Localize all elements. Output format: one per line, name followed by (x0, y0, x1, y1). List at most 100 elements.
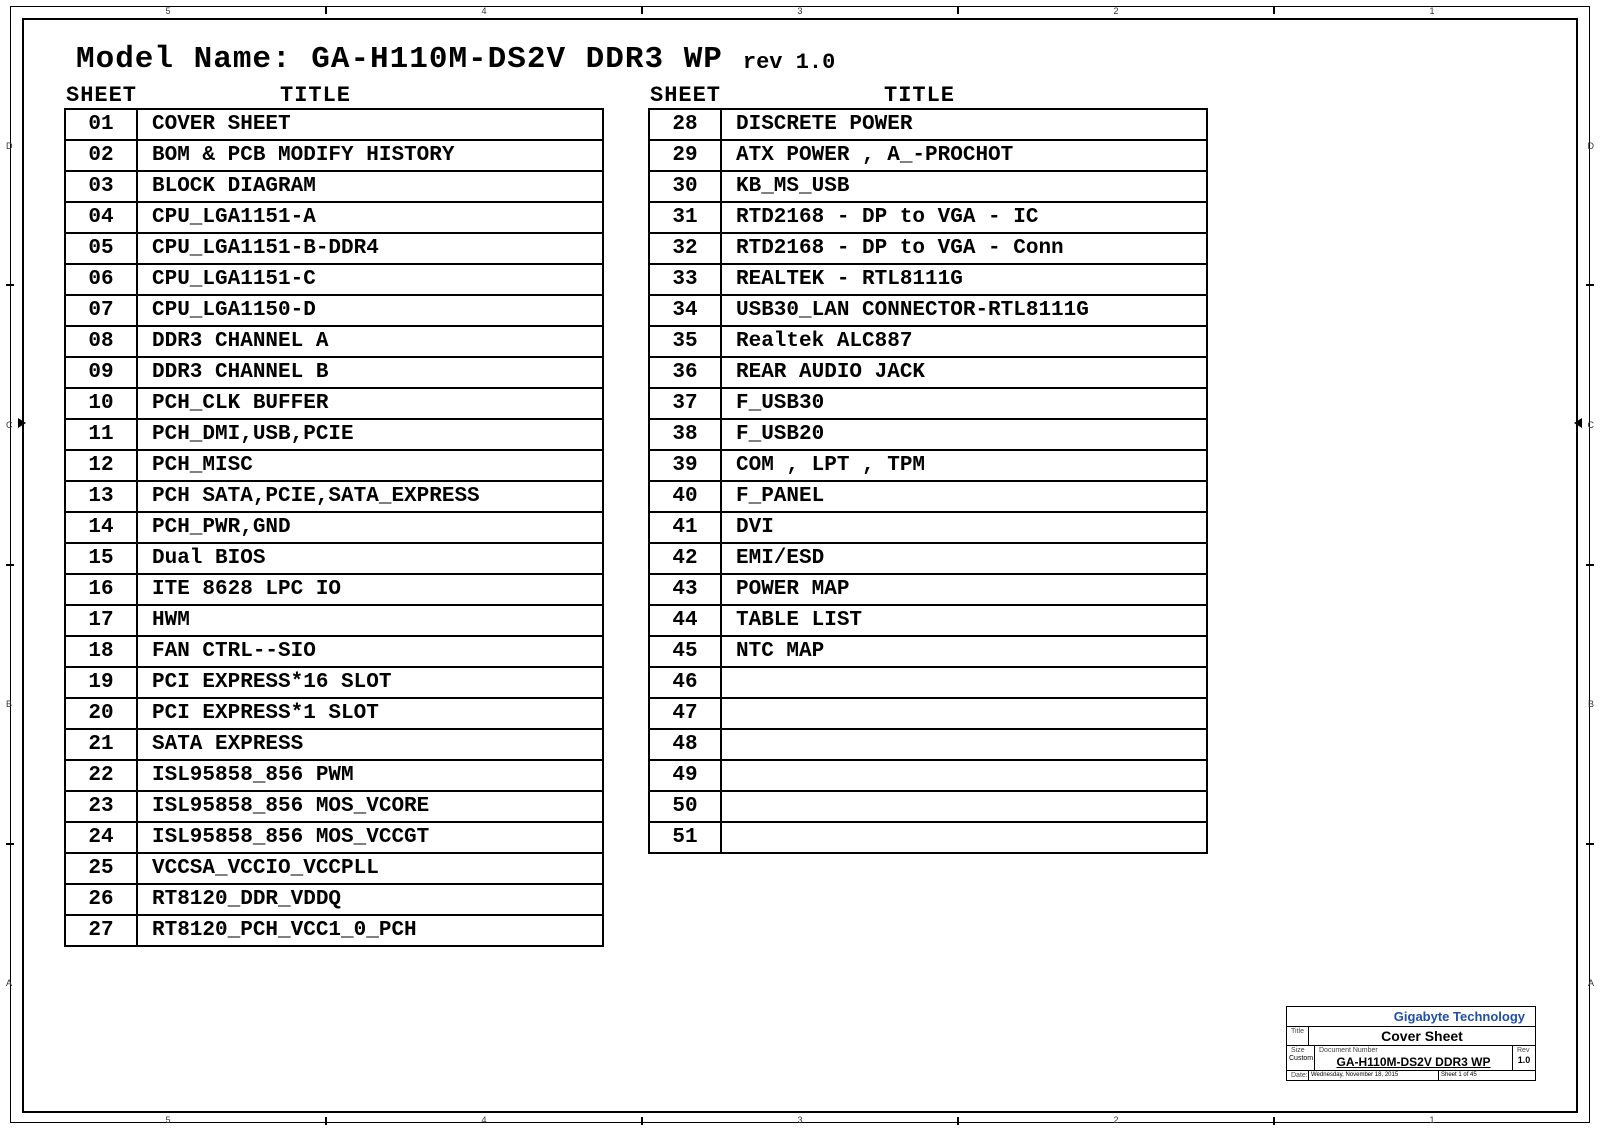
left-table: 01COVER SHEET02BOM & PCB MODIFY HISTORY0… (64, 108, 604, 947)
col-head-sheet: SHEET (648, 83, 734, 108)
sheet-title: ATX POWER , A_-PROCHOT (721, 140, 1207, 171)
sheet-number: 47 (649, 698, 721, 729)
titleblock-doc-row: Size Custom Document Number GA-H110M-DS2… (1287, 1046, 1535, 1071)
sheet-title: COVER SHEET (137, 109, 603, 140)
frame-index-number: 4 (481, 1115, 486, 1125)
sheet-title: Realtek ALC887 (721, 326, 1207, 357)
sheet-number: 22 (65, 760, 137, 791)
sheet-title (721, 667, 1207, 698)
table-row: 45NTC MAP (649, 636, 1207, 667)
sheet-number: 16 (65, 574, 137, 605)
sheet-number: 38 (649, 419, 721, 450)
table-row: 20PCI EXPRESS*1 SLOT (65, 698, 603, 729)
frame-index-letter: A (1588, 978, 1594, 988)
frame-index-number: 5 (165, 1115, 170, 1125)
frame-index-number: 3 (797, 6, 802, 16)
table-row: 44TABLE LIST (649, 605, 1207, 636)
sheet-number: 10 (65, 388, 137, 419)
table-row: 38F_USB20 (649, 419, 1207, 450)
frame-index-number: 1 (1429, 6, 1434, 16)
table-row: 43POWER MAP (649, 574, 1207, 605)
table-row: 02BOM & PCB MODIFY HISTORY (65, 140, 603, 171)
sheet-title: PCI EXPRESS*16 SLOT (137, 667, 603, 698)
frame-index-letter: C (1588, 420, 1595, 430)
sheet-title: DDR3 CHANNEL B (137, 357, 603, 388)
sheet-number: 27 (65, 915, 137, 946)
table-row: 06CPU_LGA1151-C (65, 264, 603, 295)
frame-index-letter: B (1588, 699, 1594, 709)
sheet-number: 28 (649, 109, 721, 140)
table-row: 32RTD2168 - DP to VGA - Conn (649, 233, 1207, 264)
sheet-number: 25 (65, 853, 137, 884)
sheet-number: 06 (65, 264, 137, 295)
table-row: 08DDR3 CHANNEL A (65, 326, 603, 357)
sheet-title: F_USB30 (721, 388, 1207, 419)
table-row: 18FAN CTRL--SIO (65, 636, 603, 667)
sheet-title: COM , LPT , TPM (721, 450, 1207, 481)
titleblock-rev-label: Rev (1513, 1046, 1535, 1055)
sheet-number: 03 (65, 171, 137, 202)
sheet-title: VCCSA_VCCIO_VCCPLL (137, 853, 603, 884)
frame-tick (6, 284, 14, 286)
col-head-title: TITLE (734, 83, 1208, 108)
sheet-title: ISL95858_856 MOS_VCORE (137, 791, 603, 822)
table-row: 40F_PANEL (649, 481, 1207, 512)
sheet-title: F_PANEL (721, 481, 1207, 512)
titleblock-date: Wednesday, November 18, 2015 (1309, 1071, 1439, 1080)
titleblock-docnum: GA-H110M-DS2V DDR3 WP (1315, 1055, 1512, 1070)
sheet-number: 42 (649, 543, 721, 574)
frame-tick (1586, 564, 1594, 566)
table-row: 14PCH_PWR,GND (65, 512, 603, 543)
sheet-title: DDR3 CHANNEL A (137, 326, 603, 357)
table-row: 24ISL95858_856 MOS_VCCGT (65, 822, 603, 853)
company-name: Gigabyte Technology (1287, 1007, 1535, 1027)
table-row: 49 (649, 760, 1207, 791)
sheet-title: DISCRETE POWER (721, 109, 1207, 140)
frame-index-letter: D (6, 141, 13, 151)
sheet-title: HWM (137, 605, 603, 636)
sheet-number: 13 (65, 481, 137, 512)
sheet-number: 20 (65, 698, 137, 729)
titleblock-sheetinfo: Sheet 1 of 45 (1439, 1071, 1535, 1080)
sheet-title: PCH_DMI,USB,PCIE (137, 419, 603, 450)
sheet-number: 19 (65, 667, 137, 698)
sheet-title: USB30_LAN CONNECTOR-RTL8111G (721, 295, 1207, 326)
sheet-title: Dual BIOS (137, 543, 603, 574)
sheet-number: 35 (649, 326, 721, 357)
sheet-title: TABLE LIST (721, 605, 1207, 636)
frame-index-number: 1 (1429, 1115, 1434, 1125)
model-name: Model Name: GA-H110M-DS2V DDR3 WP (76, 42, 723, 77)
right-column: SHEET TITLE 28DISCRETE POWER29ATX POWER … (648, 83, 1208, 854)
titleblock-title-label: Title (1287, 1027, 1309, 1045)
sheet-number: 50 (649, 791, 721, 822)
sheet-number: 24 (65, 822, 137, 853)
arrow-left-icon (18, 418, 26, 428)
sheet-number: 45 (649, 636, 721, 667)
sheet-number: 48 (649, 729, 721, 760)
table-row: 27RT8120_PCH_VCC1_0_PCH (65, 915, 603, 946)
sheet-title: CPU_LGA1150-D (137, 295, 603, 326)
sheet-number: 01 (65, 109, 137, 140)
sheet-number: 51 (649, 822, 721, 853)
heading-row: Model Name: GA-H110M-DS2V DDR3 WP rev 1.… (64, 42, 1536, 77)
sheet-number: 43 (649, 574, 721, 605)
table-row: 04CPU_LGA1151-A (65, 202, 603, 233)
table-row: 09DDR3 CHANNEL B (65, 357, 603, 388)
sheet-number: 18 (65, 636, 137, 667)
titleblock-size: Custom (1287, 1055, 1314, 1063)
titleblock-title-row: Title Cover Sheet (1287, 1027, 1535, 1046)
sheet-number: 21 (65, 729, 137, 760)
sheet-title: BLOCK DIAGRAM (137, 171, 603, 202)
table-row: 12PCH_MISC (65, 450, 603, 481)
sheet-number: 40 (649, 481, 721, 512)
sheet-number: 23 (65, 791, 137, 822)
sheet-title: DVI (721, 512, 1207, 543)
sheet-title: NTC MAP (721, 636, 1207, 667)
right-table: 28DISCRETE POWER29ATX POWER , A_-PROCHOT… (648, 108, 1208, 854)
table-row: 28DISCRETE POWER (649, 109, 1207, 140)
sheet-number: 49 (649, 760, 721, 791)
frame-tick (6, 564, 14, 566)
sheet-title: PCH SATA,PCIE,SATA_EXPRESS (137, 481, 603, 512)
frame-tick (641, 1117, 643, 1125)
page-root: Model Name: GA-H110M-DS2V DDR3 WP rev 1.… (0, 0, 1600, 1131)
